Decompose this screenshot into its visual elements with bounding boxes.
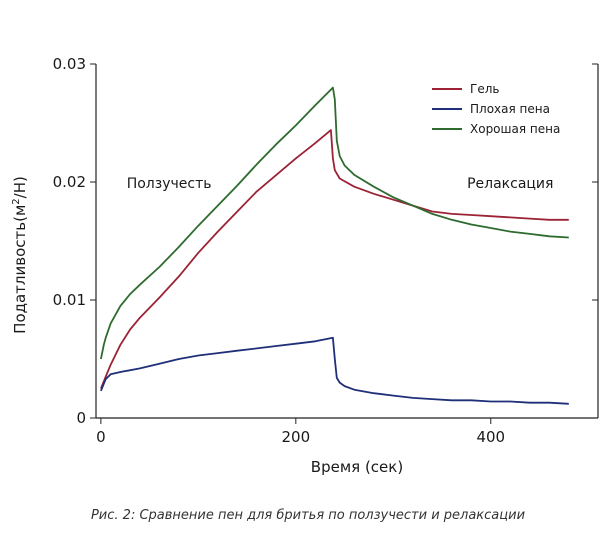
x-tick-label: 200: [282, 428, 311, 446]
chart-annotations: Ползучесть Релаксация: [127, 176, 554, 192]
chart-ticks: 0 200 400 0 0.01 0.02 0.03: [53, 55, 598, 446]
x-axis-label: Время (сек): [311, 458, 403, 476]
y-axis-label: Податливость(м2/Н): [11, 176, 29, 334]
figure-caption: Рис. 2: Сравнение пен для бритья по полз…: [90, 508, 526, 523]
y-axis-label-tail: /Н): [11, 176, 29, 198]
y-axis-label-superscript: 2: [11, 198, 22, 204]
legend-label: Гель: [470, 82, 499, 96]
chart-series-lines: [100, 86, 569, 405]
y-tick-label: 0: [76, 409, 86, 427]
legend-label: Плохая пена: [470, 102, 550, 116]
chart-annotation: Ползучесть: [127, 176, 212, 192]
chart-legend: Гель Плохая пена Хорошая пена: [432, 82, 560, 136]
series-line-1: [100, 129, 569, 389]
x-tick-label: 400: [476, 428, 505, 446]
chart-annotation: Релаксация: [467, 176, 553, 192]
chart-axes: [95, 64, 599, 419]
y-tick-label: 0.01: [53, 291, 86, 309]
series-line-3: [100, 86, 569, 360]
series-line-2: [100, 336, 569, 405]
x-tick-label: 0: [96, 428, 106, 446]
legend-label: Хорошая пена: [470, 122, 560, 136]
y-tick-label: 0.02: [53, 173, 86, 191]
y-axis-label-main: Податливость(м: [11, 205, 29, 334]
y-tick-label: 0.03: [53, 55, 86, 73]
